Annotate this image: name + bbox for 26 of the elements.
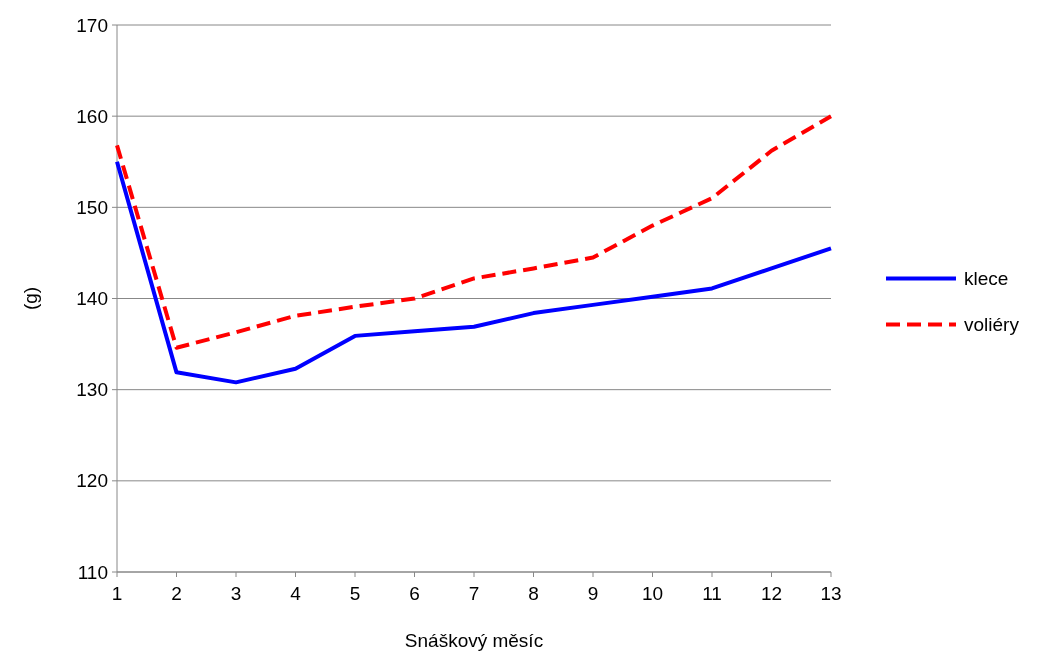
y-tick-label: 170 — [76, 14, 108, 36]
x-tick-label: 10 — [641, 583, 664, 604]
x-tick-label: 5 — [349, 583, 361, 604]
x-tick-label: 6 — [409, 583, 420, 604]
y-tick-label: 140 — [76, 288, 108, 310]
x-tick-label: 8 — [528, 583, 539, 604]
x-tick-label: 1 — [111, 583, 123, 604]
y-tick-label: 130 — [76, 379, 108, 401]
y-axis-title: (g) — [20, 286, 41, 311]
x-tick-label: 4 — [290, 583, 302, 604]
x-tick-label: 7 — [468, 583, 480, 604]
x-tick-label: 9 — [587, 583, 599, 604]
x-axis-title: Snáškový měsíc — [404, 630, 544, 651]
line-series — [115, 114, 833, 350]
x-tick-label: 11 — [702, 583, 722, 604]
x-tick-label: 13 — [820, 583, 842, 604]
y-tick-label: 120 — [76, 470, 108, 492]
y-tick-label: 110 — [77, 561, 108, 583]
x-tick-label: 2 — [171, 583, 182, 604]
y-tick-label: 160 — [76, 105, 108, 127]
x-tick-label: 3 — [230, 583, 242, 604]
y-tick-label: 150 — [76, 196, 108, 218]
x-tick-label: 12 — [760, 583, 783, 604]
legend-label: voliéry — [964, 314, 1020, 336]
legend-label: klece — [964, 268, 1009, 290]
line-series — [115, 159, 833, 385]
